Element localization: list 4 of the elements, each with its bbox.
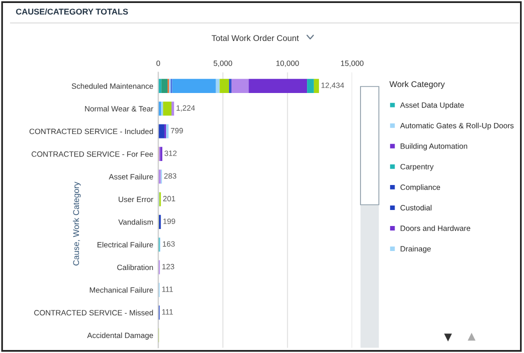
text: CAUSE/CATEGORY TOTALS xyxy=(16,8,128,15)
legend-title: Work Category xyxy=(389,81,445,89)
y-axis-title: Cause, Work Category xyxy=(72,182,81,266)
x-axis-title: Total Work Order Count xyxy=(212,34,299,42)
